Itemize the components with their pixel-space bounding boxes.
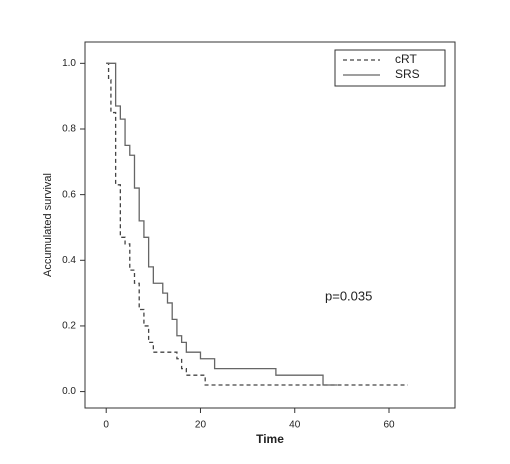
x-tick-label: 60 — [383, 420, 395, 431]
y-tick-label: 1.0 — [62, 58, 76, 69]
annotation: p=0.035 — [325, 288, 372, 303]
survival-curve — [106, 62, 408, 386]
legend-label: cRT — [395, 52, 417, 66]
x-tick-label: 0 — [103, 420, 109, 431]
x-tick-label: 20 — [195, 420, 207, 431]
survival-curve — [106, 62, 338, 386]
legend-label: SRS — [395, 67, 420, 81]
legend-box — [334, 49, 446, 87]
y-tick-label: 0.2 — [62, 321, 76, 332]
y-tick-label: 0.4 — [62, 255, 76, 266]
x-axis-title: Time — [256, 432, 284, 446]
y-tick-label: 0.0 — [62, 386, 76, 397]
y-tick-label: 0.8 — [62, 124, 76, 135]
y-axis-title: Accumulated survival — [42, 173, 54, 277]
x-tick-label: 40 — [289, 420, 301, 431]
plot-frame — [84, 41, 456, 409]
y-tick-label: 0.6 — [62, 189, 76, 200]
